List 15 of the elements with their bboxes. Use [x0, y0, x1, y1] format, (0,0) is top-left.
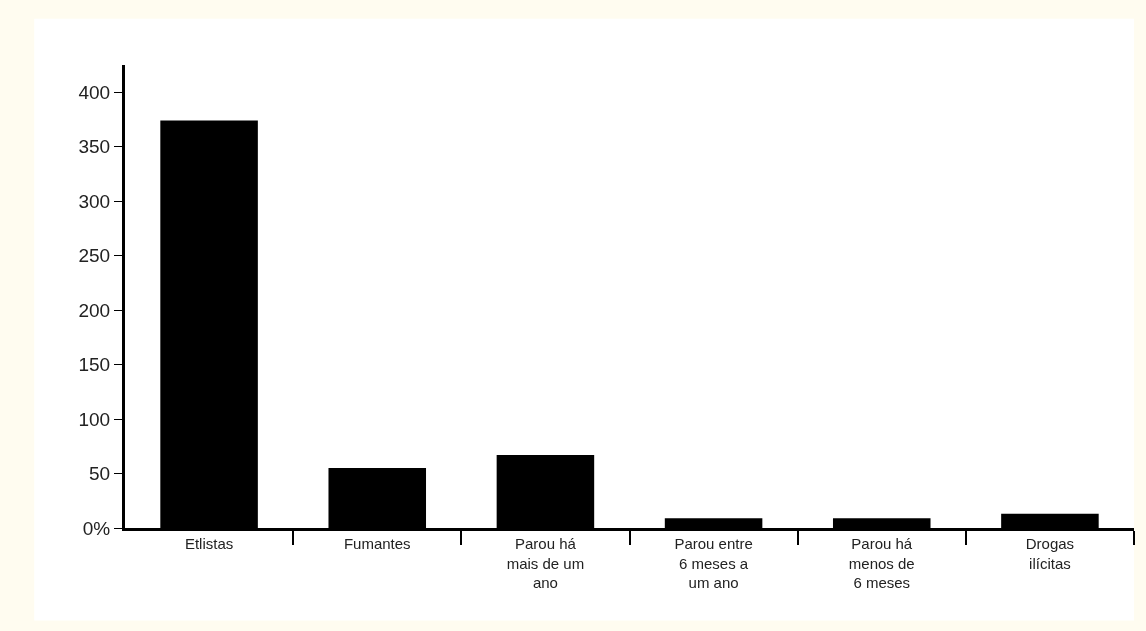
y-tick-label: 400	[78, 81, 111, 103]
y-tick-label: 50	[89, 463, 111, 485]
y-tick-label: 100	[78, 408, 111, 430]
x-tick-label: Parou há menos de 6 meses	[848, 535, 915, 591]
y-tick-label: 200	[78, 299, 111, 321]
y-tick-label: 350	[78, 136, 111, 158]
x-tick-label: Etlistas	[184, 535, 234, 552]
y-tick-label: 150	[78, 354, 111, 376]
x-tick-label: Parou há mais de um ano	[506, 535, 585, 591]
y-tick-label: 0%	[82, 517, 111, 539]
x-tick-label: Fumantes	[343, 535, 411, 552]
x-tick-label: Drogas ilícitas	[1025, 535, 1075, 572]
x-tick-label: Parou entre 6 meses a um ano	[674, 535, 753, 591]
y-tick-label: 300	[78, 190, 111, 212]
y-tick-label: 250	[78, 245, 111, 267]
